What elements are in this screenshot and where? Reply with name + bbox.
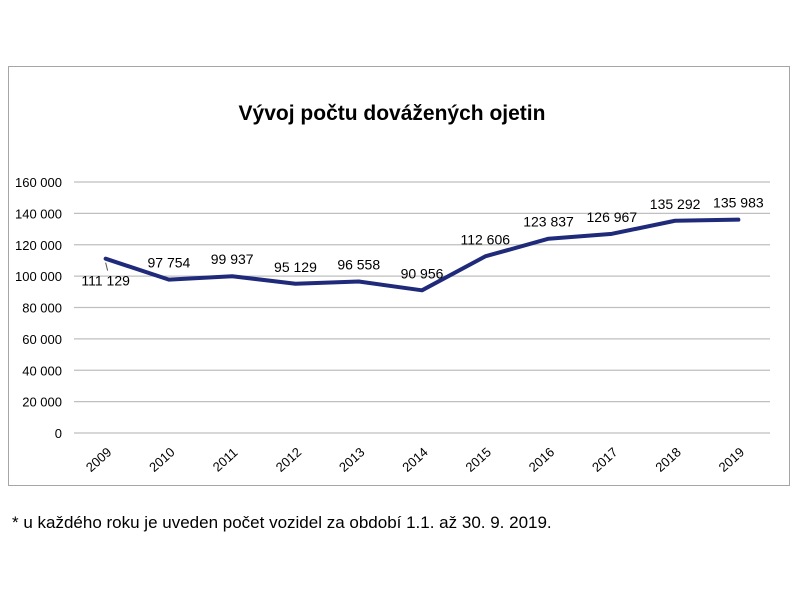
x-tick-label: 2015 xyxy=(462,444,494,474)
data-label: 99 937 xyxy=(211,251,254,267)
x-tick-label: 2019 xyxy=(716,444,748,474)
data-point xyxy=(293,282,297,286)
data-label: 97 754 xyxy=(147,255,190,271)
y-tick-label: 100 000 xyxy=(15,269,62,284)
y-tick-label: 140 000 xyxy=(15,206,62,221)
data-label: 111 129 xyxy=(81,273,130,289)
data-label: 126 967 xyxy=(587,209,638,225)
series xyxy=(103,217,741,293)
data-label: 135 292 xyxy=(650,196,701,212)
x-tick-label: 2012 xyxy=(273,444,305,474)
data-point xyxy=(230,274,234,278)
y-tick-label: 120 000 xyxy=(15,238,62,253)
data-label-leader xyxy=(105,262,109,271)
x-tick-label: 2018 xyxy=(652,444,684,474)
data-label: 112 606 xyxy=(460,231,510,247)
data-point xyxy=(167,278,171,282)
x-tick-label: 2010 xyxy=(146,444,178,474)
data-point xyxy=(483,254,487,258)
data-point xyxy=(104,257,108,261)
line-chart: Vývoj počtu dovážených ojetin 0 20 000 40 … xyxy=(15,102,770,475)
data-point xyxy=(420,288,424,292)
data-point xyxy=(547,237,551,241)
data-point xyxy=(357,280,361,284)
gridlines xyxy=(74,181,770,434)
x-tick-label: 2009 xyxy=(83,444,115,474)
y-tick-label: 20 000 xyxy=(22,395,62,410)
data-point xyxy=(736,218,740,222)
y-tick-label: 160 000 xyxy=(15,175,62,190)
x-tick-label: 2014 xyxy=(399,444,431,474)
data-label: 95 129 xyxy=(274,259,317,275)
y-axis-tick-labels: 0 20 000 40 000 60 000 80 000 100 000 120 000 1… xyxy=(15,175,62,441)
data-label: 123 837 xyxy=(523,214,574,230)
data-label: 90 956 xyxy=(401,265,444,281)
x-tick-label: 2013 xyxy=(336,444,368,474)
x-tick-label: 2017 xyxy=(589,444,621,474)
x-tick-label: 2011 xyxy=(210,445,241,475)
data-label: 96 558 xyxy=(337,257,380,273)
data-label: 135 983 xyxy=(713,195,764,211)
y-tick-label: 80 000 xyxy=(22,301,62,316)
x-axis-tick-labels: 2009 2010 2011 2012 2013 2014 2015 2016 2017 2018… xyxy=(83,444,747,474)
data-point xyxy=(673,219,677,223)
x-tick-label: 2016 xyxy=(526,444,558,474)
data-point xyxy=(610,232,614,236)
y-tick-label: 60 000 xyxy=(22,332,62,347)
footnote: * u každého roku je uveden počet vozidel… xyxy=(12,513,552,532)
y-tick-label: 40 000 xyxy=(22,363,62,378)
chart-title: Vývoj počtu dovážených ojetin xyxy=(239,102,546,125)
y-tick-label: 0 xyxy=(55,426,62,441)
data-labels: 111 129 97 754 99 937 95 129 96 558 90 956 112… xyxy=(81,195,764,289)
